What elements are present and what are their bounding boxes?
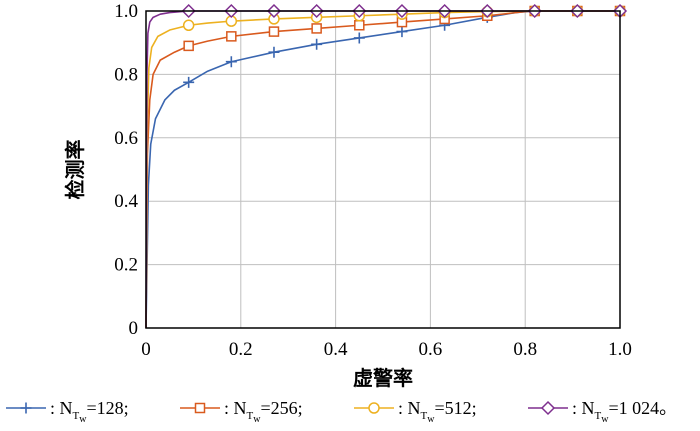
data-point-1 — [226, 31, 237, 42]
legend-item-1: : NTw=256; — [180, 398, 303, 425]
legend-marker-1 — [194, 402, 206, 414]
legend-marker-2 — [368, 402, 380, 414]
grid-lines — [146, 11, 620, 328]
data-point-1 — [183, 40, 194, 52]
y-tick-label: 0.6 — [114, 128, 138, 149]
legend-marker-0 — [20, 402, 32, 414]
series-layer — [145, 3, 628, 329]
legend-item-2: : NTw=512; — [354, 398, 477, 425]
data-point-1 — [311, 23, 322, 34]
y-tick-label: 0.2 — [114, 255, 138, 276]
y-tick-label: 0.8 — [114, 64, 138, 85]
x-tick-label: 1.0 — [608, 339, 632, 360]
data-point-1 — [268, 26, 280, 37]
data-point-1 — [354, 20, 365, 31]
data-point-0 — [311, 38, 323, 50]
x-tick-label: 0.4 — [324, 339, 348, 360]
data-point-0 — [225, 56, 237, 68]
y-tick-label: 0 — [129, 318, 139, 339]
series-line-0 — [145, 10, 620, 329]
y-tick-label: 0.4 — [114, 191, 138, 212]
data-point-0 — [396, 26, 408, 38]
legend-item-0: : NTw=128; — [6, 398, 129, 425]
series-2 — [145, 5, 626, 329]
series-3 — [145, 3, 628, 329]
data-point-0 — [183, 76, 195, 88]
x-tick-label: 0 — [141, 339, 151, 360]
legend: : NTw=128; : NTw=256; : NTw=512; : NTw=1 02… — [6, 398, 677, 425]
series-line-2 — [145, 10, 620, 329]
x-tick-label: 0.8 — [513, 339, 537, 360]
y-axis-title: 检测率 — [63, 140, 87, 200]
series-1 — [145, 5, 626, 329]
x-tick-label: 0.6 — [419, 339, 443, 360]
y-tick-label: 1.0 — [114, 1, 138, 22]
data-point-0 — [353, 32, 365, 44]
series-line-1 — [145, 10, 620, 329]
plot-frame — [145, 10, 621, 329]
data-point-0 — [268, 46, 280, 58]
data-point-2 — [182, 19, 195, 32]
series-0 — [145, 5, 626, 329]
legend-marker-3 — [540, 400, 556, 416]
legend-label-1: : NTw=256; — [224, 398, 303, 425]
axis-ticks: 0 0.2 0.4 0.6 0.8 1.0 0 0.2 0.4 0.6 0.8 1.0 — [114, 1, 632, 360]
legend-label-2: : NTw=512; — [398, 398, 477, 425]
legend-label-3: : NTw=1 024。 — [572, 398, 677, 425]
x-axis-title: 虚警率 — [353, 366, 413, 390]
x-tick-label: 0.2 — [229, 339, 253, 360]
series-line-3 — [145, 10, 620, 329]
legend-item-3: : NTw=1 024。 — [528, 398, 677, 425]
legend-label-0: : NTw=128; — [50, 398, 129, 425]
